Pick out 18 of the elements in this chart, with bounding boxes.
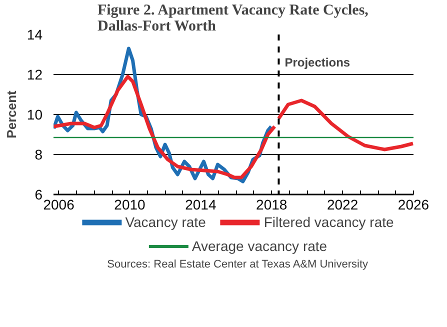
x-tick-label: 2018 — [256, 196, 288, 212]
ref-line-label: Projections — [284, 56, 350, 70]
x-tick-label: 2010 — [114, 196, 146, 212]
source-note: Sources: Real Estate Center at Texas A&M University — [107, 258, 369, 270]
x-tick-label: 2022 — [326, 196, 358, 212]
legend-label: Average vacancy rate — [192, 238, 328, 254]
x-tick-label: 2026 — [398, 196, 430, 212]
y-axis-title: Percent — [4, 90, 19, 138]
y-tick-label: 12 — [26, 66, 43, 82]
y-tick-label: 6 — [34, 186, 43, 202]
legend-label: Filtered vacancy rate — [264, 214, 394, 230]
y-tick-label: 8 — [34, 146, 43, 162]
x-tick-label: 2006 — [43, 196, 75, 212]
y-tick-label: 14 — [26, 26, 43, 42]
x-tick-label: 2014 — [185, 196, 216, 212]
legend-label: Vacancy rate — [125, 214, 206, 230]
chart-title: Figure 2. Apartment Vacancy Rate Cycles, Dallas-Fort Worth — [97, 2, 369, 34]
y-tick-label: 10 — [26, 106, 43, 122]
